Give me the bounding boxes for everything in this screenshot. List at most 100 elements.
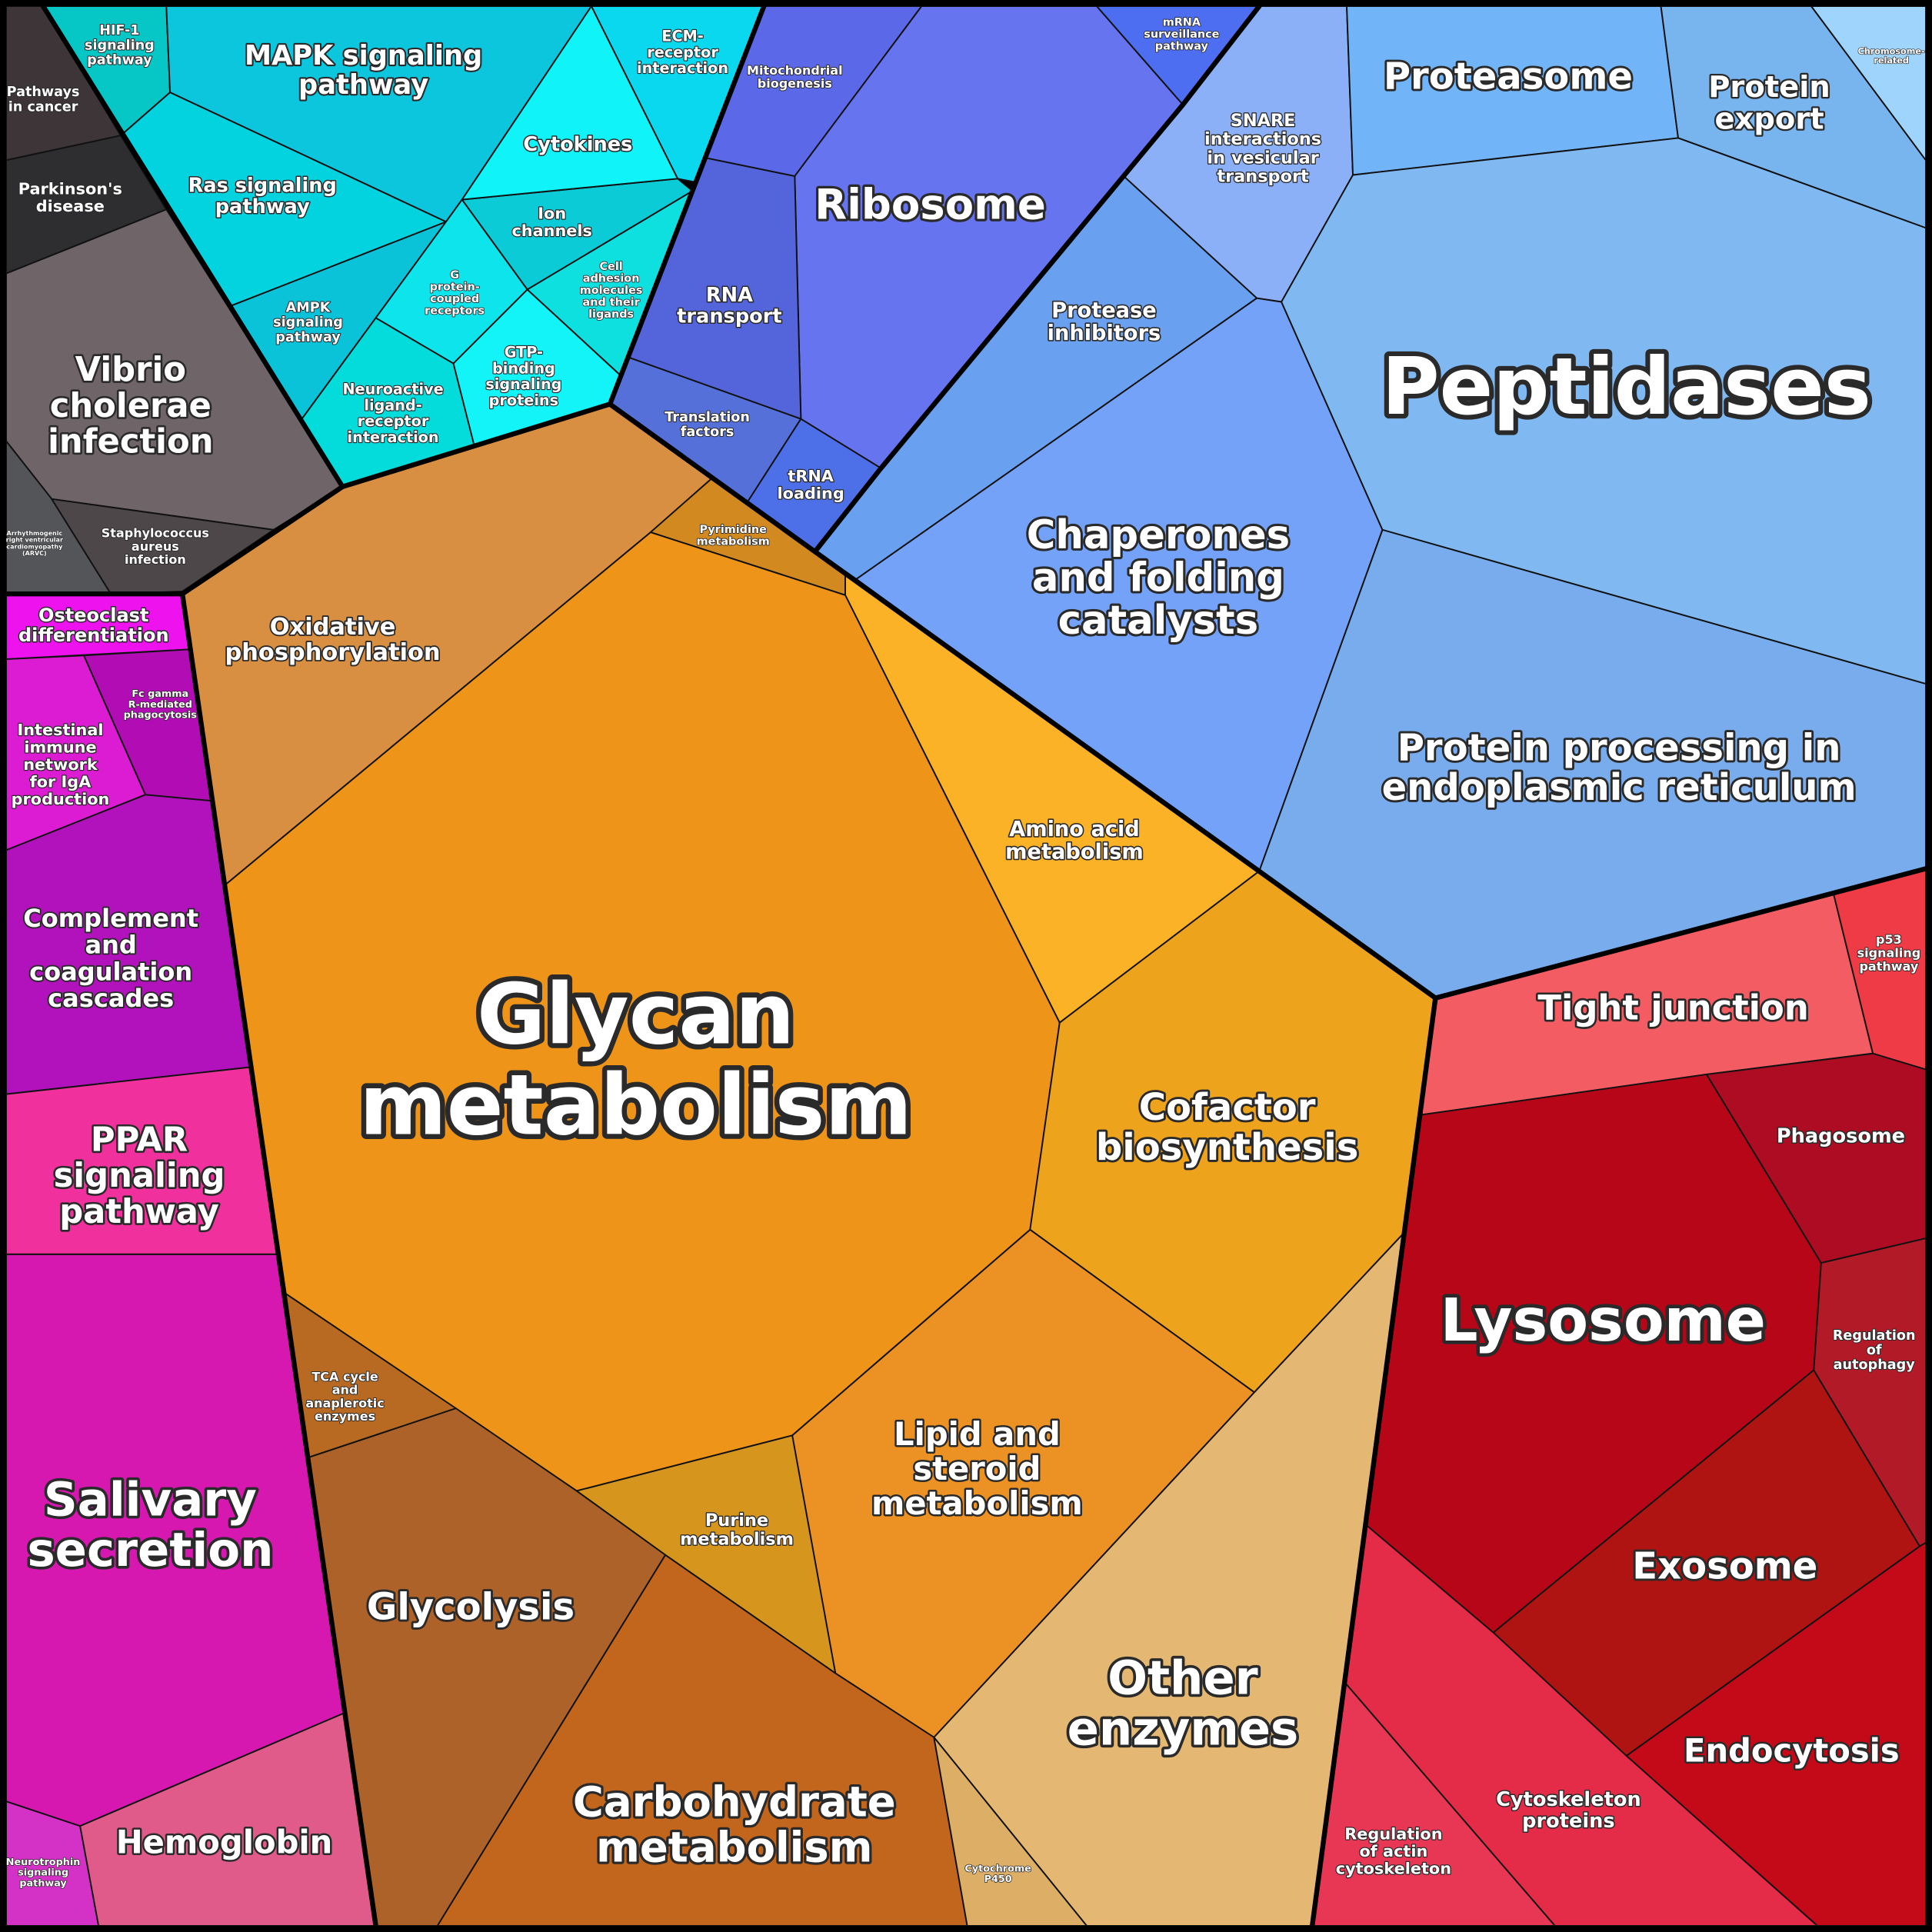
- cell-label: TCA cycle: [311, 1369, 378, 1384]
- cell-label: ligands: [588, 308, 634, 321]
- cell-label: signaling: [54, 1157, 225, 1195]
- cell-label: metabolism: [871, 1484, 1083, 1522]
- cell-label: endoplasmic reticulum: [1382, 766, 1857, 809]
- cell-label: signaling: [85, 38, 155, 53]
- cell-label: for IgA: [30, 772, 92, 791]
- cell-label: Glycan: [477, 966, 794, 1064]
- cell-label: receptor: [358, 412, 429, 430]
- cell-label: Other: [1108, 1651, 1257, 1706]
- cell-label: Complement: [23, 904, 198, 933]
- cell-label: Translation: [665, 410, 750, 425]
- cell-label: Lipid and: [894, 1415, 1061, 1453]
- cell-label: MAPK signaling: [245, 40, 482, 72]
- cell-label: pathway: [298, 69, 428, 101]
- cell-label: p53: [1876, 932, 1902, 947]
- cell-label: GTP-: [505, 344, 543, 361]
- cell-label: cascades: [48, 984, 174, 1013]
- cell-label: Proteasome: [1384, 55, 1633, 98]
- cell-label: molecules: [580, 285, 643, 297]
- cell-label: Chaperones: [1027, 512, 1290, 558]
- cell-label: phosphorylation: [225, 639, 440, 666]
- cell-label: autophagy: [1834, 1357, 1916, 1373]
- cell-label: Lysosome: [1441, 1287, 1766, 1355]
- cell-label: and their: [582, 297, 640, 309]
- group-border: [607, 3, 767, 407]
- cell-label: Endocytosis: [1684, 1732, 1900, 1770]
- cell-label: export: [1714, 102, 1824, 136]
- cell-label: metabolism: [596, 1822, 872, 1871]
- cell-label: receptors: [425, 305, 485, 318]
- cell-label: in cancer: [8, 99, 78, 115]
- cell-label: pathway: [1155, 40, 1209, 52]
- cell-label: pathway: [215, 195, 310, 218]
- cell-label: inhibitors: [1048, 321, 1161, 345]
- cell-label: (ARVC): [22, 550, 47, 557]
- cell-label: of actin: [1359, 1842, 1427, 1860]
- group-border: [813, 3, 1262, 554]
- cell-label: of: [1867, 1343, 1882, 1358]
- cell-label: surveillance: [1144, 28, 1219, 41]
- cell-label: phagocytosis: [124, 710, 198, 721]
- cell-label: differentiation: [18, 625, 169, 646]
- cell-label: interaction: [348, 428, 439, 446]
- cell-label: Salivary: [44, 1472, 257, 1527]
- cell-label: Exosome: [1632, 1544, 1817, 1587]
- cell-label: interactions: [1204, 129, 1321, 149]
- cell-label: Regulation: [1344, 1824, 1442, 1843]
- cell-label: Protein processing in: [1397, 726, 1841, 769]
- cell-label: biogenesis: [758, 76, 832, 91]
- cell-label: and: [332, 1383, 358, 1397]
- cell-label: steroid: [913, 1450, 1041, 1487]
- cell-label: Fc gamma: [132, 688, 188, 700]
- cell-label: PPAR: [91, 1121, 188, 1159]
- cell-label: loading: [778, 484, 844, 502]
- cell-label: Purine: [705, 1511, 768, 1531]
- cell-label: pathway: [1859, 959, 1918, 974]
- cell-label: mRNA: [1163, 16, 1201, 28]
- cell-label: RNA: [706, 284, 753, 307]
- cell-label: proteins: [1522, 1810, 1615, 1833]
- cell-label: Cytokines: [523, 133, 632, 156]
- cell-label: ligand-: [364, 396, 421, 414]
- cell-label: infection: [125, 552, 186, 567]
- cell-label: AMPK: [286, 301, 331, 316]
- cell-label: and: [85, 931, 137, 960]
- cell-label: Regulation: [1833, 1328, 1916, 1344]
- cell-label: Ion: [538, 205, 566, 223]
- cell-label: network: [23, 755, 98, 774]
- cell-label: proteins: [489, 391, 558, 409]
- cell-label: HIF-1: [99, 23, 139, 38]
- cell-label: receptor: [647, 43, 718, 61]
- cell-label: signaling: [1857, 945, 1921, 960]
- cell-label: cardiomyopathy: [6, 543, 63, 550]
- cell-label: Neuroactive: [342, 381, 443, 398]
- cells: [5, 5, 1927, 1927]
- cell-label: interaction: [637, 59, 728, 77]
- cell-label: metabolism: [359, 1056, 912, 1154]
- cell-label: Mitochondrial: [747, 63, 843, 78]
- cell-label: Osteoclast: [38, 605, 148, 626]
- cell-label: Peptidases: [1382, 341, 1871, 433]
- cell-label: Arrhythmogenic: [7, 530, 63, 537]
- cell-label: Cofactor: [1139, 1086, 1316, 1129]
- cell-label: pathway: [59, 1193, 219, 1231]
- cell-label: Cell: [599, 261, 622, 273]
- cell-label: Intestinal: [17, 721, 103, 739]
- cell-label: pathway: [87, 52, 152, 68]
- cell-label: signaling: [18, 1867, 68, 1879]
- cell-label: metabolism: [680, 1529, 794, 1549]
- cell-label: right ventricular: [6, 537, 63, 544]
- cell-label: P450: [984, 1874, 1012, 1885]
- cell-label: disease: [36, 197, 105, 215]
- cell-label: Ribosome: [814, 179, 1045, 228]
- cell-label: related: [1874, 56, 1909, 66]
- cell-label: transport: [677, 305, 782, 328]
- cell-label: R-mediated: [128, 699, 192, 711]
- cell-label: Parkinson's: [18, 180, 122, 198]
- cell-label: in vesicular: [1207, 148, 1318, 168]
- cell-label: protein-: [430, 281, 480, 293]
- cell-label: Pyrimidine: [699, 524, 767, 536]
- cell-label: Carbohydrate: [573, 1777, 896, 1827]
